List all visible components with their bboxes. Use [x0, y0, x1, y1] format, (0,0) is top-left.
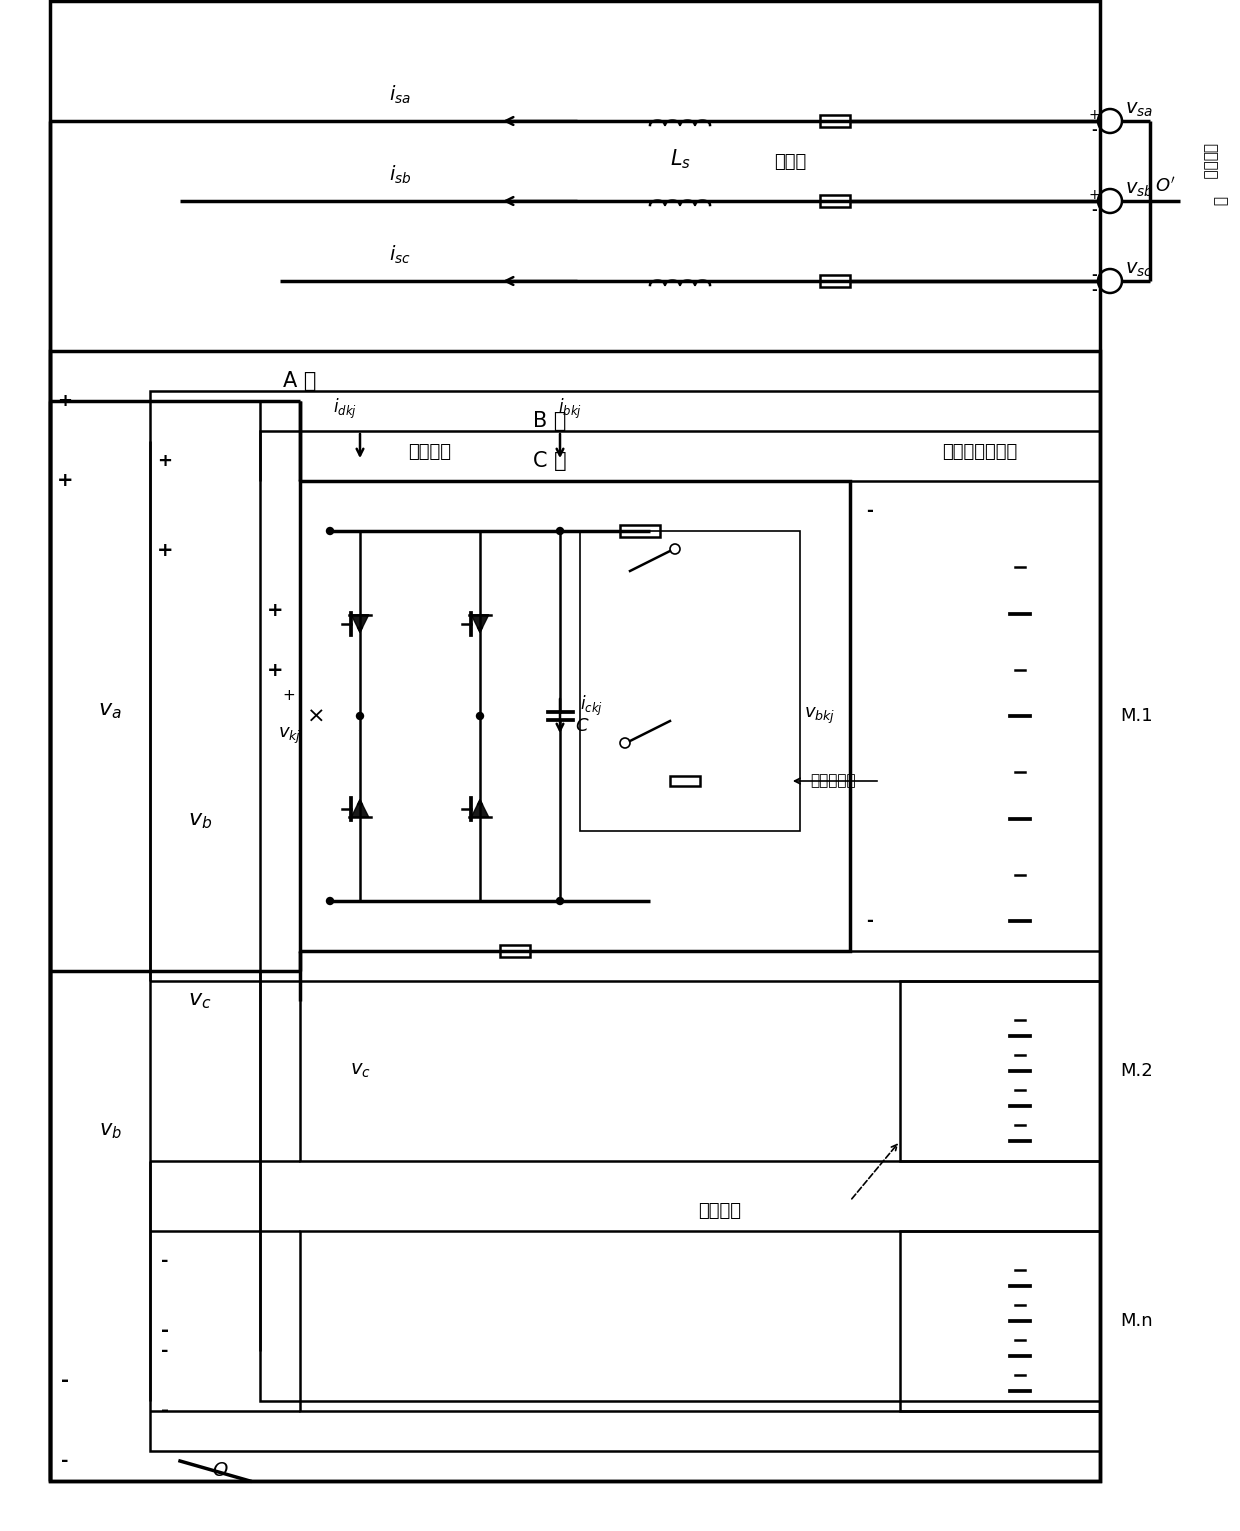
Text: -: -	[1091, 283, 1097, 297]
Text: $v_b$: $v_b$	[188, 811, 212, 831]
Bar	[620, 525, 660, 537]
Text: -: -	[161, 1401, 169, 1421]
Bar	[500, 945, 529, 957]
Text: A 相: A 相	[283, 371, 316, 390]
Text: $v_{bkj}$: $v_{bkj}$	[805, 706, 836, 726]
Text: +: +	[1089, 188, 1100, 202]
Text: $v_b$: $v_b$	[98, 1121, 122, 1141]
Text: $v_c$: $v_c$	[350, 1061, 371, 1081]
Bar	[300, 981, 1100, 1160]
Text: 预充电电路: 预充电电路	[810, 773, 856, 788]
Text: +: +	[157, 452, 172, 470]
Bar	[900, 1231, 1100, 1412]
Text: $\times$: $\times$	[306, 706, 324, 726]
Text: $v_a$: $v_a$	[98, 701, 122, 721]
Bar	[50, 2, 1100, 1480]
Bar	[50, 351, 1100, 1480]
Text: +: +	[57, 472, 73, 490]
Text: $v_{sa}$: $v_{sa}$	[1125, 100, 1153, 118]
Text: B 相: B 相	[533, 410, 567, 432]
Bar	[580, 531, 800, 831]
Text: C 相: C 相	[533, 452, 567, 472]
Bar	[849, 481, 1100, 951]
Text: $i_{sc}$: $i_{sc}$	[389, 243, 410, 266]
Bar	[820, 194, 849, 207]
Bar	[820, 276, 849, 286]
Text: 功率模块: 功率模块	[408, 442, 451, 461]
Text: $i_{ckj}$: $i_{ckj}$	[580, 694, 603, 718]
Text: $v_{sc}$: $v_{sc}$	[1125, 259, 1153, 279]
Bar	[820, 115, 849, 127]
Text: $i_{bkj}$: $i_{bkj}$	[558, 397, 582, 421]
Bar	[300, 1231, 1100, 1412]
Text: +: +	[267, 602, 283, 620]
Polygon shape	[471, 799, 489, 818]
Circle shape	[326, 528, 334, 534]
Polygon shape	[471, 615, 489, 632]
Text: M.1: M.1	[1120, 707, 1153, 726]
Text: -: -	[867, 912, 873, 929]
Text: $v_{kj}$: $v_{kj}$	[278, 726, 301, 746]
Text: -: -	[1091, 268, 1097, 282]
Text: 直流电缆: 直流电缆	[698, 1202, 742, 1220]
Text: 熔断器: 熔断器	[774, 153, 806, 171]
Text: +: +	[283, 689, 295, 704]
Text: $i_{sb}$: $i_{sb}$	[388, 164, 412, 185]
Text: -: -	[867, 502, 873, 521]
Text: $L_s$: $L_s$	[670, 147, 691, 171]
Circle shape	[557, 528, 563, 534]
Text: -: -	[1091, 122, 1097, 136]
Text: -: -	[1091, 204, 1097, 217]
Text: 电: 电	[1213, 196, 1228, 205]
Bar	[900, 981, 1100, 1160]
Text: $C$: $C$	[575, 717, 589, 735]
Text: +: +	[156, 542, 174, 560]
Circle shape	[357, 712, 363, 720]
Bar	[260, 432, 1100, 1401]
Text: -: -	[161, 1321, 169, 1341]
Text: 退役动力电池组: 退役动力电池组	[942, 442, 1018, 461]
Text: +: +	[1089, 109, 1100, 122]
Bar	[150, 390, 1100, 1451]
Circle shape	[557, 897, 563, 905]
Text: $i_{dkj}$: $i_{dkj}$	[334, 397, 357, 421]
Text: M.n: M.n	[1120, 1312, 1153, 1330]
Text: $O'$: $O'$	[1154, 178, 1176, 196]
Text: -: -	[61, 1451, 68, 1470]
Bar	[670, 776, 701, 785]
Polygon shape	[351, 615, 368, 632]
Bar	[300, 481, 849, 951]
Text: $v_{sb}$: $v_{sb}$	[1125, 179, 1153, 199]
Circle shape	[326, 897, 334, 905]
Text: +: +	[267, 661, 283, 680]
Text: $v_c$: $v_c$	[188, 991, 212, 1010]
Circle shape	[476, 712, 484, 720]
Text: -: -	[161, 1252, 169, 1271]
Text: $i_{sa}$: $i_{sa}$	[389, 84, 410, 106]
Text: -: -	[61, 1372, 69, 1390]
Text: $O$: $O$	[212, 1462, 228, 1480]
Polygon shape	[351, 799, 368, 818]
Text: M.2: M.2	[1120, 1063, 1153, 1079]
Text: 电网电压: 电网电压	[1203, 142, 1218, 179]
Text: -: -	[161, 1343, 169, 1360]
Text: +: +	[57, 392, 72, 410]
